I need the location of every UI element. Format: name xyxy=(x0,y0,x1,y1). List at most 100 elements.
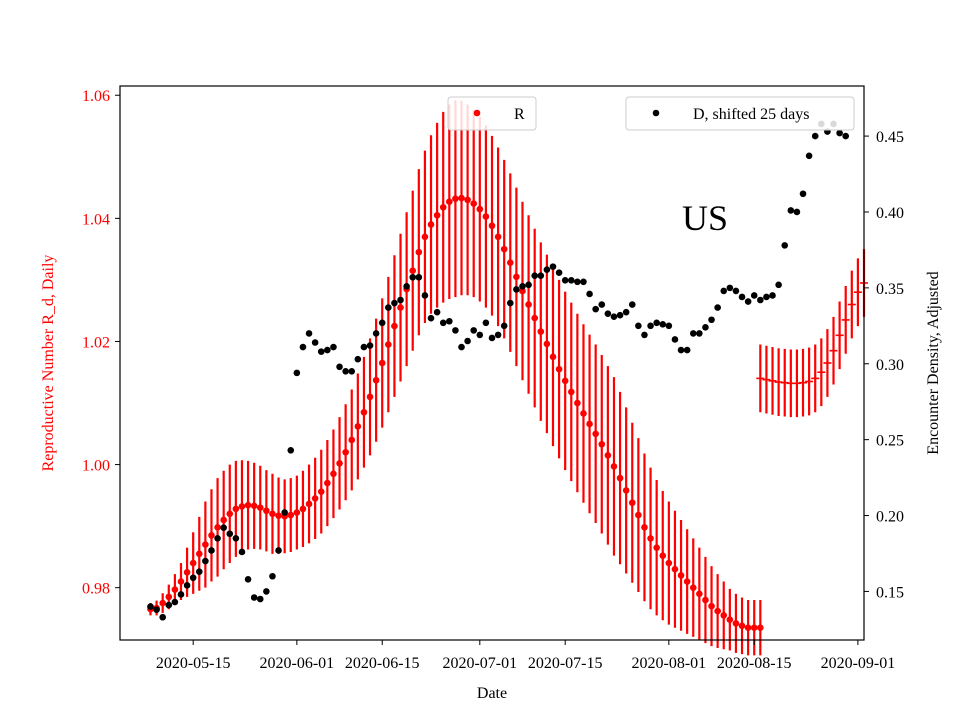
data-point xyxy=(366,342,374,349)
data-point xyxy=(763,293,770,301)
data-point xyxy=(775,281,782,289)
data-point xyxy=(336,363,343,371)
data-point xyxy=(391,299,398,307)
x-tick-label: 2020-09-01 xyxy=(821,655,896,672)
x-axis: 2020-05-15 2020-06-01 2020-06-15 2020-07-01… xyxy=(156,640,895,672)
data-point xyxy=(287,511,295,519)
data-point xyxy=(397,296,404,304)
data-point xyxy=(580,278,587,286)
data-point xyxy=(293,509,301,516)
data-point xyxy=(811,132,819,140)
legend-r-marker xyxy=(473,109,481,117)
data-point xyxy=(500,245,508,253)
data-point xyxy=(305,330,313,337)
data-point xyxy=(214,524,221,531)
data-point xyxy=(269,572,276,580)
data-point xyxy=(653,319,660,327)
data-point xyxy=(616,311,624,319)
data-point xyxy=(549,353,557,361)
data-point xyxy=(702,596,709,604)
data-point xyxy=(336,460,343,467)
data-point xyxy=(635,322,642,330)
data-point xyxy=(543,340,551,348)
data-point xyxy=(635,511,642,519)
data-point xyxy=(378,359,386,367)
right-y-axis: 0.15 0.20 0.25 0.30 0.35 0.40 0.45 xyxy=(864,129,904,601)
data-point xyxy=(519,287,526,295)
data-point xyxy=(677,572,685,579)
data-point xyxy=(202,541,209,548)
data-point xyxy=(330,343,337,351)
left-y-axis-title: Reproductive Number R_d, Daily xyxy=(40,255,57,472)
data-point xyxy=(537,328,545,335)
data-point xyxy=(311,339,319,346)
data-point xyxy=(470,200,478,207)
data-point xyxy=(506,299,514,307)
data-point xyxy=(488,334,496,342)
x-tick-label: 2020-07-01 xyxy=(442,655,517,672)
data-point xyxy=(567,276,575,284)
data-point xyxy=(720,287,728,295)
data-point xyxy=(513,273,520,281)
data-point xyxy=(208,547,215,554)
x-tick-label: 2020-06-01 xyxy=(260,655,335,672)
right-y-tick-label: 0.25 xyxy=(876,433,904,450)
data-point xyxy=(452,195,459,202)
data-point xyxy=(208,532,215,539)
data-point xyxy=(421,233,429,241)
data-point xyxy=(561,377,569,385)
data-point xyxy=(446,198,453,206)
right-y-tick-label: 0.45 xyxy=(876,129,904,146)
data-point xyxy=(256,504,264,511)
data-point xyxy=(439,319,447,327)
data-point xyxy=(665,559,673,567)
data-point xyxy=(726,284,734,292)
data-point xyxy=(708,316,715,324)
data-point xyxy=(324,346,331,354)
legend-d: D, shifted 25 days xyxy=(625,96,855,131)
data-point xyxy=(604,310,612,317)
data-point xyxy=(464,337,471,345)
data-point xyxy=(714,607,721,615)
data-point xyxy=(598,440,606,448)
data-point xyxy=(580,410,587,417)
data-point xyxy=(506,259,514,266)
left-y-tick-label: 1.02 xyxy=(82,334,110,351)
data-point xyxy=(598,301,606,308)
data-point xyxy=(189,559,197,567)
data-point xyxy=(744,298,752,305)
x-tick-label: 2020-07-15 xyxy=(528,655,603,672)
data-point xyxy=(171,598,179,606)
data-point xyxy=(531,272,538,280)
data-point xyxy=(696,330,703,337)
x-tick-label: 2020-05-15 xyxy=(156,655,231,672)
data-point xyxy=(269,510,276,518)
data-point xyxy=(385,341,392,348)
data-point xyxy=(385,304,392,311)
data-point xyxy=(574,399,581,407)
data-point xyxy=(378,319,386,327)
data-point xyxy=(781,242,789,249)
series-1 xyxy=(756,249,868,418)
data-point xyxy=(305,500,313,508)
data-point xyxy=(689,584,697,591)
data-point xyxy=(409,267,417,274)
data-point xyxy=(226,530,234,538)
data-point xyxy=(202,557,209,565)
data-point xyxy=(836,129,843,137)
data-point xyxy=(653,544,660,551)
data-point xyxy=(360,408,368,416)
data-point xyxy=(256,595,264,603)
left-y-axis: 0.98 1.00 1.02 1.04 1.06 xyxy=(82,88,120,598)
data-point xyxy=(628,499,636,507)
data-point xyxy=(446,317,453,325)
data-point xyxy=(366,393,374,401)
data-point xyxy=(500,322,508,330)
data-point xyxy=(799,190,807,198)
data-point xyxy=(750,624,758,631)
data-point xyxy=(464,196,471,204)
data-point xyxy=(757,296,764,304)
left-y-tick-label: 1.06 xyxy=(82,88,110,105)
data-point xyxy=(647,322,654,330)
